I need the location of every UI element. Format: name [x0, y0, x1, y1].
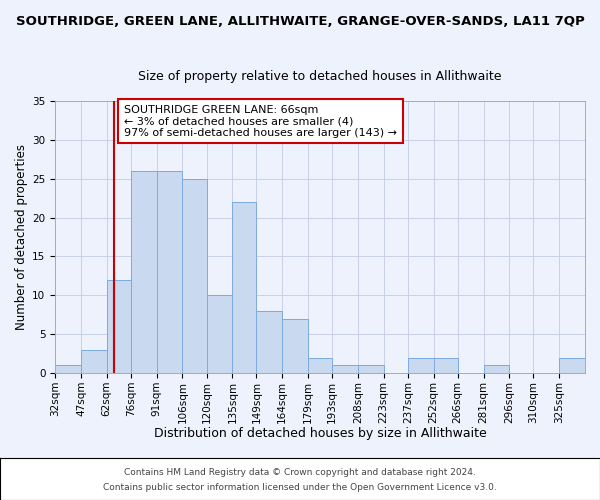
Bar: [332, 366, 358, 373]
Title: Size of property relative to detached houses in Allithwaite: Size of property relative to detached ho…: [139, 70, 502, 83]
Bar: [157, 171, 182, 373]
Text: SOUTHRIDGE GREEN LANE: 66sqm
← 3% of detached houses are smaller (4)
97% of semi: SOUTHRIDGE GREEN LANE: 66sqm ← 3% of det…: [124, 104, 397, 138]
Bar: [256, 311, 282, 373]
Text: SOUTHRIDGE, GREEN LANE, ALLITHWAITE, GRANGE-OVER-SANDS, LA11 7QP: SOUTHRIDGE, GREEN LANE, ALLITHWAITE, GRA…: [16, 15, 584, 28]
Bar: [282, 318, 308, 373]
Bar: [408, 358, 434, 373]
Bar: [358, 366, 384, 373]
Bar: [232, 202, 256, 373]
Bar: [131, 171, 157, 373]
Y-axis label: Number of detached properties: Number of detached properties: [15, 144, 28, 330]
Bar: [107, 280, 131, 373]
Bar: [308, 358, 332, 373]
X-axis label: Distribution of detached houses by size in Allithwaite: Distribution of detached houses by size …: [154, 427, 487, 440]
Bar: [81, 350, 107, 373]
Text: Contains HM Land Registry data © Crown copyright and database right 2024.: Contains HM Land Registry data © Crown c…: [124, 468, 476, 477]
Text: Contains public sector information licensed under the Open Government Licence v3: Contains public sector information licen…: [103, 483, 497, 492]
Bar: [206, 296, 232, 373]
Bar: [559, 358, 585, 373]
Bar: [484, 366, 509, 373]
Bar: [434, 358, 458, 373]
Bar: [182, 178, 206, 373]
Bar: [55, 366, 81, 373]
